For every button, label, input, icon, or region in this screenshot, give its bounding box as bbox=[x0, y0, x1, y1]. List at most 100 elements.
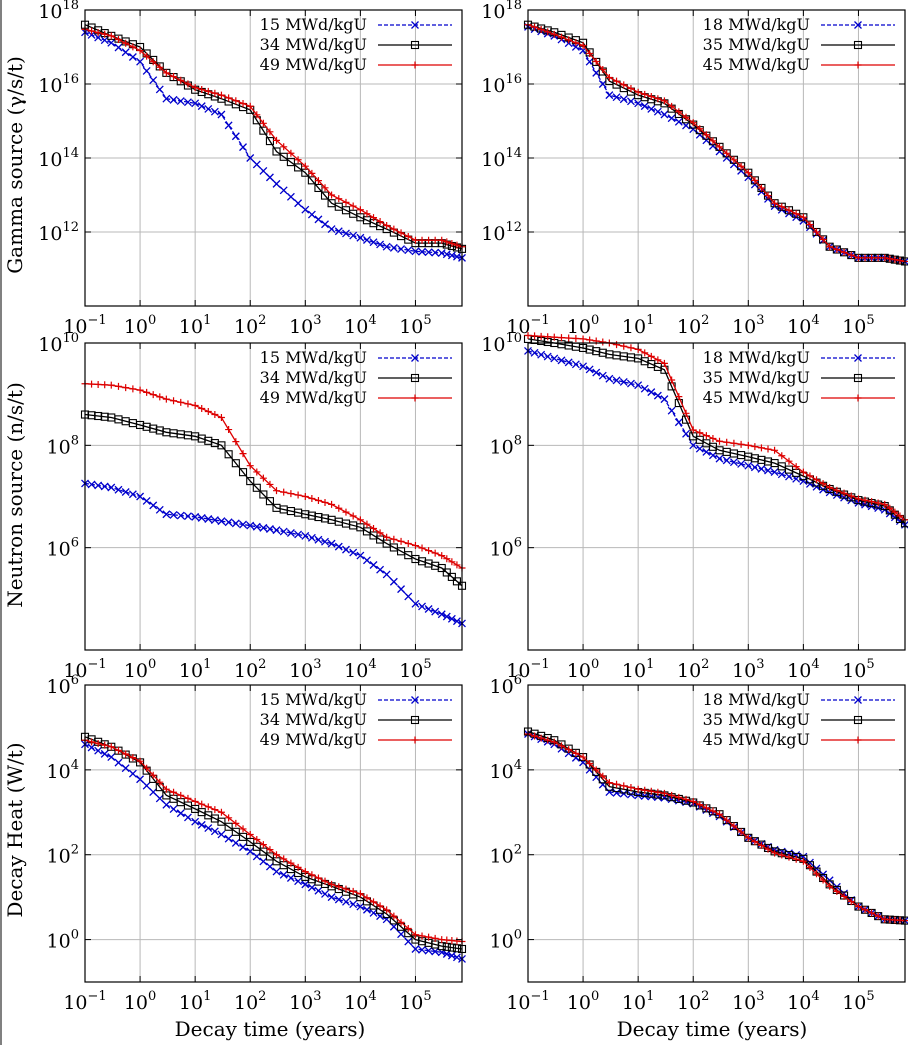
data-point bbox=[307, 533, 316, 542]
data-point bbox=[376, 565, 385, 574]
data-point bbox=[279, 527, 288, 536]
data-point bbox=[259, 523, 268, 532]
data-point bbox=[246, 830, 254, 838]
data-point bbox=[94, 380, 102, 388]
x-tick-label: 101 bbox=[622, 313, 654, 338]
data-point bbox=[537, 734, 545, 742]
data-point bbox=[620, 342, 628, 350]
data-point bbox=[294, 491, 302, 499]
data-point bbox=[854, 254, 862, 262]
x-tick-label: 10−1 bbox=[63, 989, 106, 1014]
data-point bbox=[121, 488, 130, 496]
data-point bbox=[217, 830, 226, 839]
data-point bbox=[198, 405, 206, 413]
data-point bbox=[231, 827, 240, 836]
data-point bbox=[273, 136, 281, 144]
data-point bbox=[356, 233, 365, 242]
data-point bbox=[854, 903, 862, 911]
data-point bbox=[675, 393, 683, 401]
data-point bbox=[531, 332, 539, 340]
data-point bbox=[605, 779, 613, 787]
data-point bbox=[634, 88, 642, 96]
legend-label: 35 MWd/kgU bbox=[703, 35, 810, 54]
x-tick-label: 100 bbox=[124, 657, 156, 682]
data-point bbox=[246, 837, 255, 846]
data-point bbox=[634, 381, 643, 390]
data-point bbox=[94, 33, 103, 42]
data-point bbox=[404, 925, 412, 933]
data-point bbox=[675, 793, 683, 801]
y-tick-label: 106 bbox=[490, 673, 522, 698]
data-point bbox=[94, 481, 103, 490]
data-point bbox=[136, 757, 144, 765]
data-point bbox=[764, 466, 772, 475]
data-point bbox=[390, 912, 398, 920]
data-point bbox=[107, 38, 116, 47]
data-point bbox=[404, 246, 413, 255]
y-tick-label: 100 bbox=[47, 928, 79, 953]
x-tick-label: 102 bbox=[234, 989, 266, 1014]
data-point bbox=[88, 380, 96, 388]
data-point bbox=[349, 887, 357, 895]
data-point bbox=[183, 813, 192, 822]
data-point bbox=[785, 853, 793, 861]
data-point bbox=[114, 43, 123, 52]
data-point bbox=[634, 785, 642, 793]
data-point bbox=[198, 85, 206, 93]
legend-label: 15 MWd/kgU bbox=[260, 15, 367, 34]
data-point bbox=[335, 883, 343, 891]
data-point bbox=[641, 349, 649, 357]
data-point bbox=[321, 184, 329, 192]
data-point bbox=[266, 480, 274, 488]
data-point bbox=[204, 87, 212, 95]
y-tick-label: 1012 bbox=[481, 220, 522, 245]
data-point bbox=[579, 335, 587, 343]
legend-marker bbox=[854, 696, 862, 704]
data-point bbox=[149, 391, 157, 399]
data-point bbox=[627, 784, 635, 792]
data-point bbox=[812, 482, 821, 491]
data-point bbox=[176, 511, 185, 520]
legend-marker bbox=[411, 61, 419, 69]
data-point bbox=[294, 156, 302, 164]
data-point bbox=[819, 235, 827, 243]
data-point bbox=[404, 592, 413, 601]
data-point bbox=[805, 479, 814, 488]
data-point bbox=[613, 77, 621, 85]
data-point bbox=[620, 81, 628, 89]
data-point bbox=[143, 764, 151, 772]
x-tick-label: 103 bbox=[732, 313, 764, 338]
data-point bbox=[729, 458, 738, 467]
x-axis-label-left: Decay time (years) bbox=[175, 1017, 366, 1041]
data-point bbox=[362, 905, 371, 914]
data-point bbox=[272, 179, 281, 188]
data-point bbox=[232, 97, 240, 105]
data-point bbox=[94, 746, 103, 755]
data-point bbox=[881, 500, 889, 508]
data-point bbox=[217, 808, 225, 816]
data-point bbox=[94, 29, 102, 37]
data-point bbox=[301, 531, 310, 540]
data-point bbox=[881, 254, 889, 262]
x-tick-label: 102 bbox=[234, 657, 266, 682]
data-point bbox=[231, 838, 240, 847]
data-point bbox=[389, 243, 398, 252]
data-point bbox=[544, 333, 552, 341]
data-point bbox=[641, 90, 649, 98]
data-point bbox=[314, 874, 322, 882]
data-point bbox=[757, 444, 765, 452]
data-point bbox=[321, 220, 329, 229]
series-line-2 bbox=[84, 739, 463, 943]
data-point bbox=[224, 822, 233, 831]
data-point bbox=[169, 805, 178, 813]
data-point bbox=[265, 137, 274, 146]
data-point bbox=[286, 158, 295, 167]
data-point bbox=[217, 817, 226, 826]
data-point bbox=[709, 434, 717, 442]
x-tick-label: 103 bbox=[289, 657, 321, 682]
data-point bbox=[246, 847, 255, 856]
data-point bbox=[342, 229, 350, 238]
data-point bbox=[334, 542, 343, 551]
data-point bbox=[210, 827, 219, 836]
